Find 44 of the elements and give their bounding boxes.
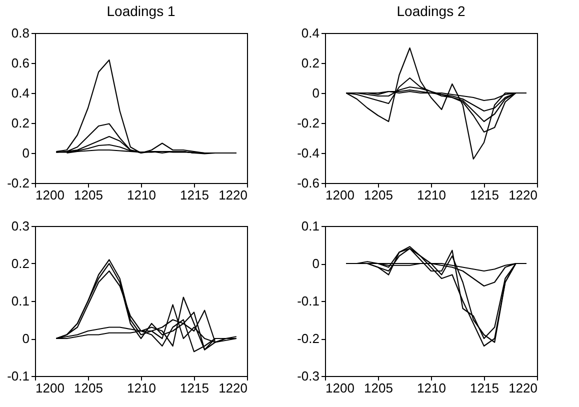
x-tick-label: 1220 — [508, 188, 538, 202]
x-tick-label: 1220 — [218, 380, 248, 396]
x-tick-label: 1200 — [326, 380, 354, 396]
y-tick-label: -0.4 — [297, 146, 320, 160]
x-tick-label: 1215 — [470, 380, 499, 396]
y-tick-label: -0.6 — [297, 176, 320, 190]
y-tick-label: 0.1 — [301, 218, 320, 234]
x-tick-label: 1205 — [74, 380, 103, 396]
x-tick-label: 1210 — [417, 380, 446, 396]
x-tick-label: 1215 — [470, 188, 499, 202]
y-tick-label: 0.3 — [11, 218, 30, 234]
y-tick-label: 0.6 — [11, 56, 30, 70]
y-tick-label: 0.4 — [301, 26, 320, 40]
x-tick-label: 1205 — [364, 380, 393, 396]
y-tick-label: 0.2 — [11, 116, 30, 130]
chart-title: Loadings 1 — [106, 3, 176, 19]
y-tick-label: 0 — [312, 256, 320, 271]
y-tick-label: -0.2 — [297, 331, 320, 346]
x-tick-label: 1210 — [417, 188, 446, 202]
x-tick-label: 1200 — [326, 188, 354, 202]
y-tick-label: 0.4 — [11, 86, 30, 100]
x-tick-label: 1220 — [218, 188, 248, 202]
x-tick-label: 1200 — [36, 188, 64, 202]
x-tick-label: 1205 — [74, 188, 103, 202]
x-tick-label: 1215 — [180, 380, 209, 396]
y-tick-label: -0.2 — [7, 176, 30, 190]
y-tick-label: 0 — [22, 331, 30, 346]
chart-title: Loadings 2 — [396, 3, 466, 19]
y-tick-label: 0 — [312, 86, 320, 100]
y-tick-label: 0.1 — [11, 294, 30, 308]
y-tick-label: -0.1 — [297, 294, 320, 308]
x-tick-label: 1210 — [127, 188, 156, 202]
y-tick-label: -0.1 — [7, 368, 30, 384]
x-tick-label: 1200 — [36, 380, 64, 396]
y-tick-label: 0.2 — [301, 56, 320, 70]
x-tick-label: 1205 — [364, 188, 393, 202]
y-tick-label: -0.2 — [297, 116, 320, 130]
y-tick-label: 0 — [22, 146, 30, 160]
x-tick-label: 1215 — [180, 188, 209, 202]
y-tick-label: -0.3 — [297, 368, 320, 384]
x-tick-label: 1220 — [508, 380, 538, 396]
x-tick-label: 1210 — [127, 380, 156, 396]
y-tick-label: 0.2 — [11, 256, 30, 271]
y-tick-label: 0.8 — [11, 26, 30, 40]
